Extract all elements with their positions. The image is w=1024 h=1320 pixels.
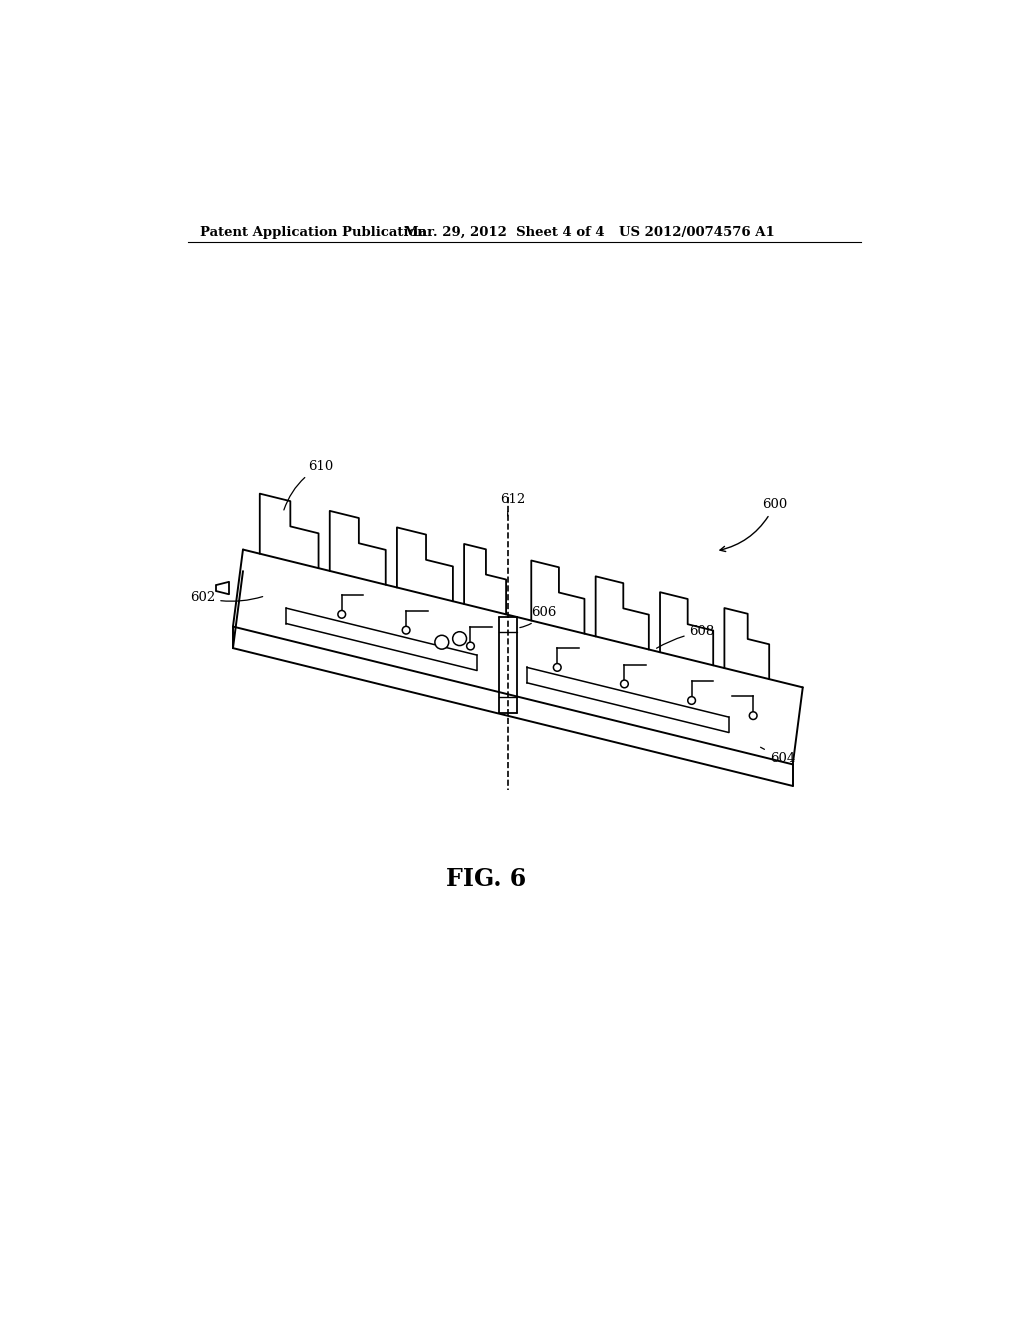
Circle shape: [402, 626, 410, 634]
Circle shape: [553, 664, 561, 672]
Text: 602: 602: [190, 591, 263, 603]
Circle shape: [338, 610, 345, 618]
Text: FIG. 6: FIG. 6: [446, 867, 526, 891]
Circle shape: [621, 680, 629, 688]
Circle shape: [750, 711, 757, 719]
Circle shape: [453, 632, 467, 645]
Text: 612: 612: [500, 492, 525, 516]
Text: 610: 610: [284, 459, 333, 510]
Text: 600: 600: [720, 499, 787, 552]
Circle shape: [435, 635, 449, 649]
Text: Mar. 29, 2012  Sheet 4 of 4: Mar. 29, 2012 Sheet 4 of 4: [403, 226, 604, 239]
Circle shape: [467, 642, 474, 649]
Text: 604: 604: [761, 747, 795, 766]
Text: Patent Application Publication: Patent Application Publication: [200, 226, 427, 239]
Text: 608: 608: [656, 626, 715, 648]
Text: US 2012/0074576 A1: US 2012/0074576 A1: [618, 226, 774, 239]
Text: 606: 606: [520, 606, 556, 627]
Circle shape: [688, 697, 695, 705]
